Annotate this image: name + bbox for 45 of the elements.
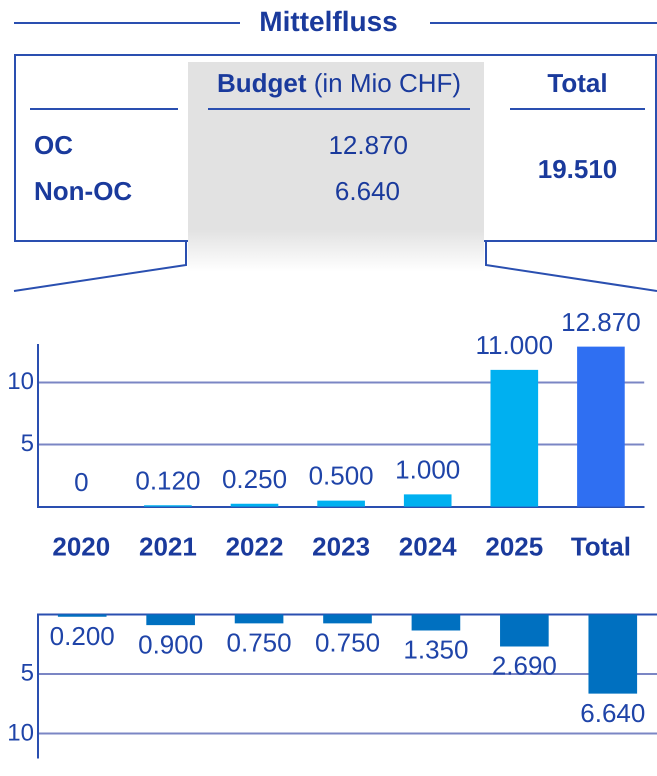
text: OC	[34, 130, 74, 161]
x-tick-label: 2023	[312, 532, 370, 562]
x-tick-label: 2022	[226, 532, 284, 562]
text: 6.640	[334, 176, 400, 207]
data-label: 2.690	[492, 650, 557, 681]
data-label: 0.750	[314, 628, 380, 658]
x-tick-label: 2021	[138, 532, 197, 562]
x-tick-label: 2020	[52, 532, 110, 562]
data-label: 0.250	[222, 464, 288, 494]
text: Mittelfluss	[258, 5, 399, 39]
data-label: 1.000	[395, 454, 460, 485]
bar	[577, 346, 625, 507]
data-label: 0.120	[135, 465, 200, 496]
data-label: 11.000	[476, 330, 554, 360]
bar	[412, 614, 460, 631]
data-label: 6.640	[580, 698, 646, 728]
bar	[234, 614, 284, 624]
data-label: 0.500	[308, 460, 374, 491]
bar	[500, 614, 549, 646]
data-label: 0	[74, 466, 89, 497]
bar	[230, 504, 278, 507]
y-tick-label: 5	[20, 660, 34, 687]
data-label: 0.900	[138, 629, 204, 660]
bar	[490, 370, 538, 507]
bar	[323, 614, 372, 624]
data-label: 0.200	[50, 620, 115, 651]
y-tick-label: 5	[20, 430, 34, 458]
x-tick-label: 2025	[485, 532, 544, 562]
bar	[58, 614, 107, 617]
bar	[317, 500, 365, 507]
y-tick-label: 10	[7, 368, 34, 395]
bar	[588, 614, 638, 694]
text: Total	[546, 68, 609, 99]
text: 19.510	[536, 154, 618, 185]
data-label: 0.750	[226, 628, 292, 658]
y-tick-label: 10	[7, 719, 34, 746]
data-label: 12.870	[561, 306, 641, 337]
data-label: 1.350	[403, 634, 468, 665]
text: 12.870	[327, 130, 408, 161]
x-tick-label: 2024	[398, 532, 458, 562]
x-tick-label: Total	[570, 532, 632, 562]
bar	[146, 614, 195, 626]
bar	[404, 494, 452, 507]
text: Budget (in Mio CHF)	[216, 68, 462, 99]
text: Non-OC	[34, 176, 134, 207]
